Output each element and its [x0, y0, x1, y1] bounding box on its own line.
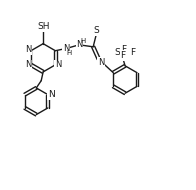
Text: N: N	[48, 90, 54, 99]
Text: N: N	[63, 44, 69, 53]
Text: N: N	[25, 60, 32, 69]
Text: N: N	[76, 40, 83, 49]
Text: F: F	[122, 45, 127, 54]
Text: F: F	[120, 51, 125, 60]
Text: S: S	[94, 26, 99, 35]
Text: SH: SH	[37, 22, 49, 31]
Text: N: N	[98, 58, 104, 67]
Text: H: H	[80, 38, 85, 44]
Text: F: F	[130, 48, 135, 57]
Text: H: H	[67, 50, 72, 56]
Text: N: N	[25, 45, 31, 54]
Text: N: N	[55, 60, 61, 69]
Text: S: S	[115, 48, 121, 57]
